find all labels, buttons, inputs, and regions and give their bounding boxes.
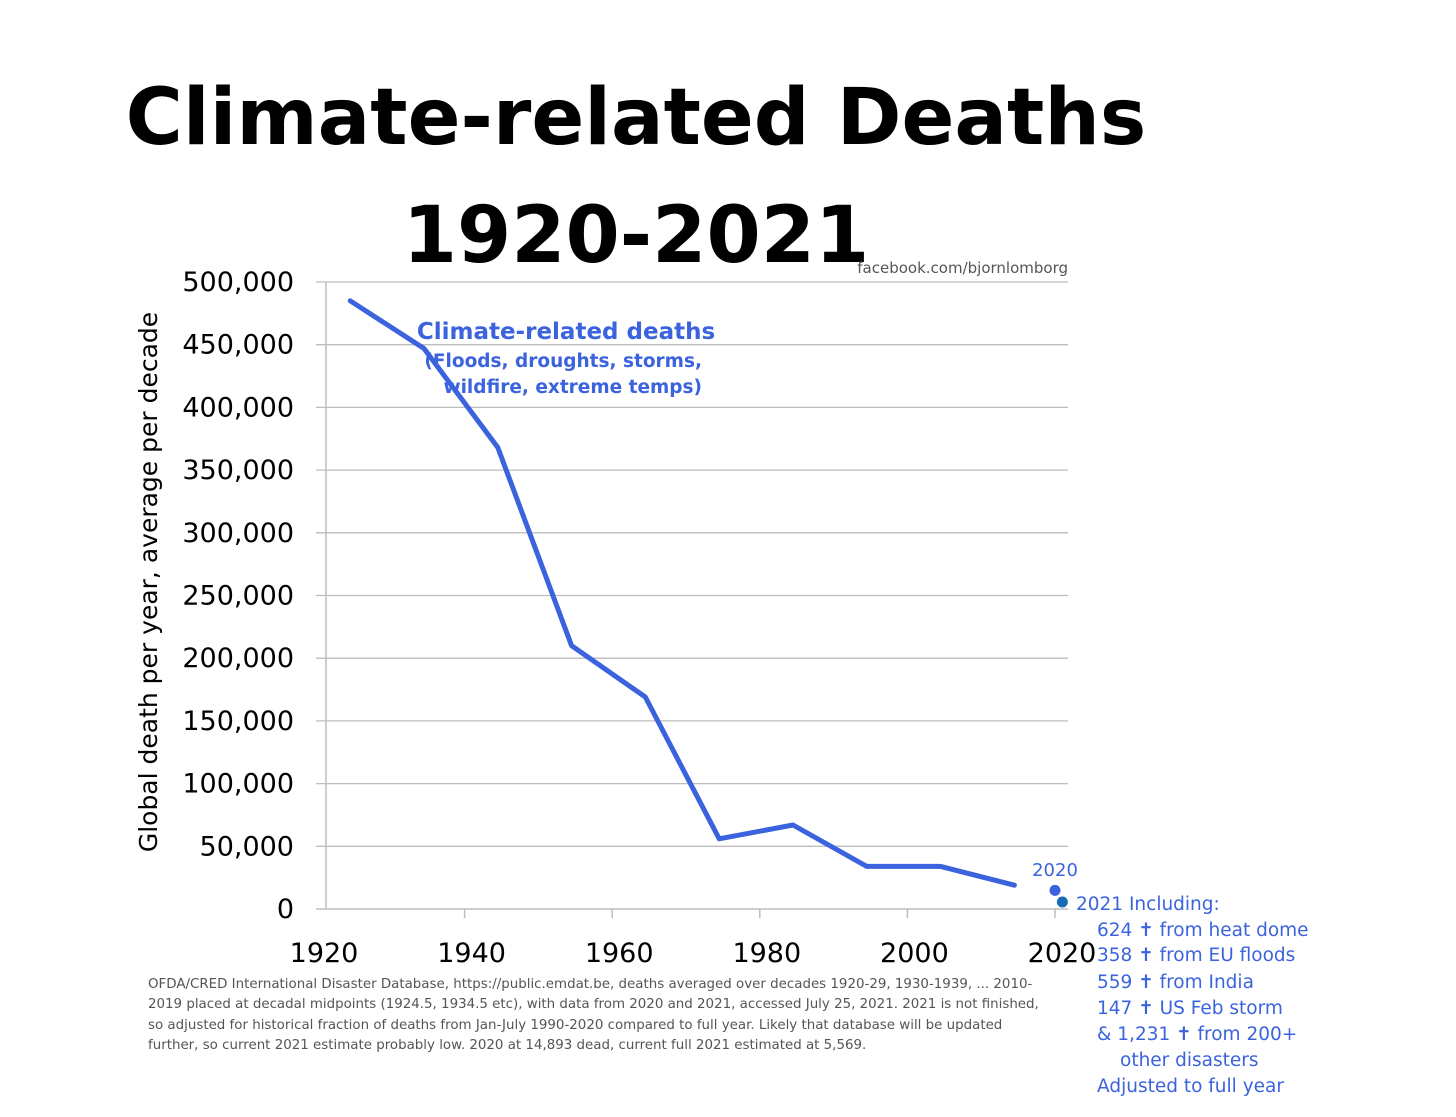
source-line: further, so current 2021 estimate probab… <box>148 1038 866 1053</box>
x-tick-label: 1980 <box>732 938 801 969</box>
y-tick-label: 0 <box>277 894 294 925</box>
source-line: so adjusted for historical fraction of d… <box>148 1018 1002 1033</box>
data-point-2020 <box>1049 884 1061 896</box>
annotation-line: 2021 Including: <box>1076 894 1220 915</box>
y-tick-label: 500,000 <box>182 267 294 298</box>
y-tick-label: 50,000 <box>200 831 294 862</box>
series-line-climate-deaths <box>347 298 1017 888</box>
y-tick-label: 350,000 <box>182 455 294 486</box>
annotation-2021: 2021 Including: 624 ✝ from heat dome 358… <box>1076 894 1309 1097</box>
y-tick-label: 300,000 <box>182 518 294 549</box>
x-tick-label: 1940 <box>437 938 506 969</box>
data-point-2021 <box>1056 896 1068 908</box>
y-tick-labels: 0 50,000 100,000 150,000 200,000 250,000 300,0… <box>182 267 294 925</box>
x-tick-label: 2000 <box>880 938 949 969</box>
annotation-line: Adjusted to full year <box>1097 1076 1284 1097</box>
point-label-2020: 2020 <box>1032 860 1078 881</box>
y-tick-label: 450,000 <box>182 330 294 361</box>
chart-title-line2: 1920-2021 <box>403 191 870 281</box>
series-subtitle-line1: (Floods, droughts, storms, <box>424 351 702 372</box>
y-tick-label: 100,000 <box>182 769 294 800</box>
y-tick-label: 250,000 <box>182 581 294 612</box>
annotation-line: 358 ✝ from EU floods <box>1097 945 1295 966</box>
y-tick-label: 400,000 <box>182 392 294 423</box>
source-line: 2019 placed at decadal midpoints (1924.5… <box>148 997 1039 1012</box>
annotation-line: 147 ✝ US Feb storm <box>1097 998 1283 1019</box>
gridlines <box>316 281 1068 847</box>
x-tick-label: 1920 <box>290 938 359 969</box>
chart-title-line1: Climate-related Deaths <box>126 73 1147 163</box>
y-tick-label: 150,000 <box>182 706 294 737</box>
annotation-line: 559 ✝ from India <box>1097 972 1254 993</box>
y-tick-label: 200,000 <box>182 643 294 674</box>
highlight-points <box>1049 884 1068 908</box>
source-note: OFDA/CRED International Disaster Databas… <box>148 977 1039 1053</box>
x-tick-label: 2020 <box>1028 938 1097 969</box>
credit-text: facebook.com/bjornlomborg <box>857 259 1068 277</box>
series-subtitle-line2: wildfire, extreme temps) <box>443 377 702 398</box>
series-label: Climate-related deaths <box>417 319 715 345</box>
axes <box>316 282 1068 918</box>
source-line: OFDA/CRED International Disaster Databas… <box>148 977 1032 992</box>
annotation-line: 624 ✝ from heat dome <box>1097 920 1309 941</box>
y-axis-label: Global death per year, average per decad… <box>134 312 163 852</box>
x-tick-labels: 1920 1940 1960 1980 2000 2020 <box>290 938 1097 969</box>
annotation-line: & 1,231 ✝ from 200+ <box>1097 1024 1297 1045</box>
annotation-line: other disasters <box>1120 1050 1259 1071</box>
x-tick-label: 1960 <box>585 938 654 969</box>
